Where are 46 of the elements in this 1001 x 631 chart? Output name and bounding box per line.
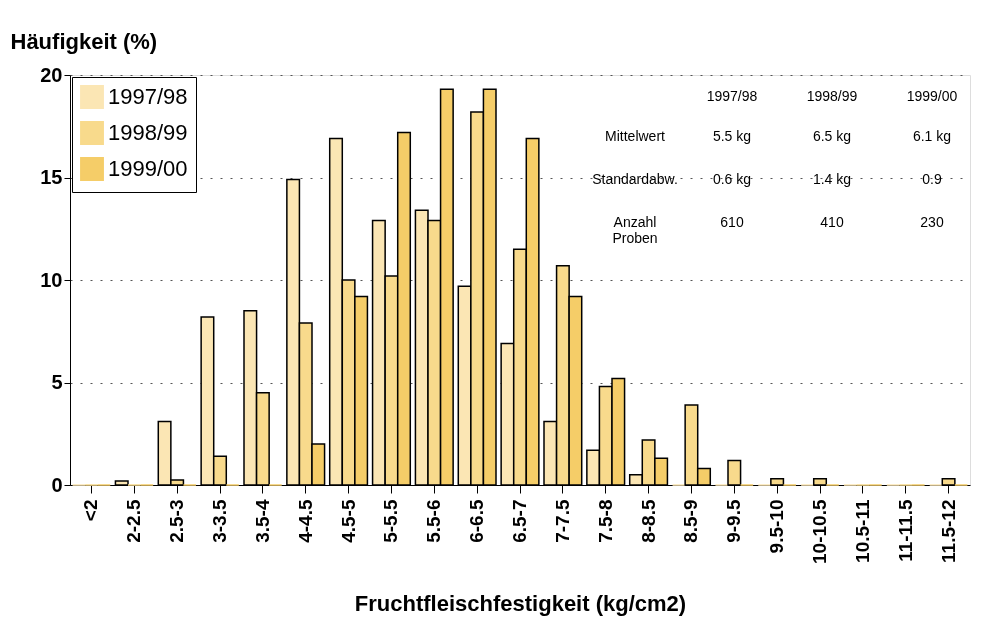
x-tick-label: 11-11.5	[894, 499, 916, 562]
x-tick-label: 4.5-5	[337, 499, 359, 543]
annotation: 1999/00	[906, 88, 958, 104]
x-tick-label: 4-4.5	[294, 499, 316, 543]
x-tick-label: 3.5-4	[251, 499, 273, 543]
annotation: 610	[720, 214, 744, 230]
annotation: Mittelwert	[605, 128, 666, 144]
annotation: 230	[920, 214, 944, 230]
annotation: 410	[820, 214, 844, 230]
x-tick-label: 5-5.5	[380, 499, 402, 543]
y-tick-label: 5	[51, 371, 63, 393]
y-tick-label: 10	[40, 268, 63, 291]
y-axis-title: Häufigkeit (%)	[10, 28, 158, 54]
annotation: Standardabw.	[592, 171, 678, 187]
x-axis-title: Fruchtfleischfestigkeit (kg/cm2)	[354, 590, 687, 616]
legend-label: 1997/98	[108, 84, 188, 109]
x-tick-label: 8.5-9	[680, 499, 702, 543]
x-tick-label: 10-10.5	[809, 499, 830, 564]
x-tick-label: 6-6.5	[466, 499, 488, 543]
x-tick-label: 5.5-6	[423, 499, 445, 543]
x-tick-label: <2	[80, 499, 102, 522]
y-tick-label: 20	[40, 63, 63, 86]
x-tick-label: 9-9.5	[723, 499, 745, 543]
annotation: 1997/98	[706, 88, 758, 104]
annotation: 0.9	[922, 171, 942, 187]
x-tick-label: 10.5-11	[851, 499, 873, 563]
annotation: 6.1 kg	[912, 128, 952, 144]
legend-label: 1998/99	[108, 120, 188, 145]
x-tick-label: 9.5-10	[766, 499, 788, 554]
x-tick-label: 7.5-8	[594, 499, 616, 543]
x-tick-label: 2.5-3	[166, 499, 188, 543]
annotation: 1.4 kg	[812, 171, 852, 187]
x-tick-label: 3-3.5	[209, 499, 230, 543]
annotation: 0.6 kg	[712, 171, 752, 187]
x-tick-label: 6.5-7	[509, 499, 530, 543]
y-tick-label: 0	[51, 473, 63, 496]
x-tick-label: 7-7.5	[551, 499, 573, 543]
x-tick-label: 8-8.5	[637, 499, 659, 543]
annotation: Anzahl Proben	[612, 214, 658, 246]
annotation: 5.5 kg	[712, 128, 752, 144]
x-tick-label: 2-2.5	[123, 499, 145, 543]
annotation: 6.5 kg	[812, 128, 852, 144]
x-tick-label: 11.5-12	[937, 499, 959, 563]
y-tick-label: 15	[40, 166, 63, 188]
annotation: 1998/99	[806, 88, 858, 104]
legend-label: 1999/00	[108, 156, 188, 181]
